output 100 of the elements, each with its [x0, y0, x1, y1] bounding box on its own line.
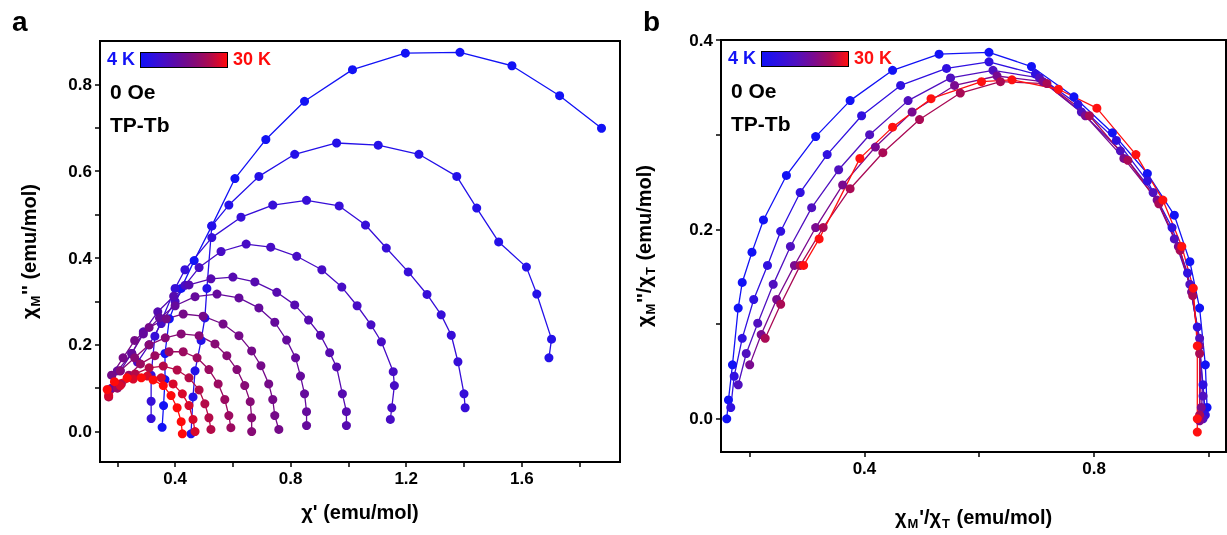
point [194, 331, 204, 341]
point [144, 322, 154, 332]
point [334, 201, 344, 211]
point [1167, 223, 1177, 233]
y-tick-label: 0.0 [68, 422, 92, 442]
point [857, 111, 867, 121]
point [176, 329, 186, 339]
point [146, 414, 156, 424]
point [727, 360, 737, 370]
point [184, 280, 194, 290]
point [1042, 79, 1052, 89]
point [749, 295, 759, 305]
point [272, 287, 282, 297]
point [218, 319, 228, 329]
point [188, 414, 198, 424]
point [184, 401, 194, 411]
point [878, 148, 888, 158]
point [118, 353, 128, 363]
point [733, 380, 743, 390]
point [799, 260, 809, 270]
point [226, 423, 236, 433]
point [317, 265, 327, 275]
point [194, 263, 204, 273]
point [1131, 150, 1141, 160]
point [1183, 268, 1193, 278]
point [942, 63, 952, 73]
point [446, 330, 456, 340]
point [811, 132, 821, 142]
point [1200, 360, 1210, 370]
point [194, 385, 204, 395]
point [1188, 283, 1198, 293]
point [888, 65, 898, 75]
point [177, 429, 187, 439]
point [737, 333, 747, 343]
point [216, 247, 226, 256]
point [158, 381, 168, 391]
point [264, 379, 274, 389]
point [166, 391, 176, 401]
point [776, 226, 786, 236]
point [544, 353, 554, 363]
point [597, 123, 607, 133]
point [507, 61, 517, 71]
point [814, 234, 824, 244]
point [422, 289, 432, 299]
y-tick-label: 0.2 [689, 219, 713, 239]
point [1177, 241, 1187, 251]
y-tick-label: 0.8 [68, 74, 92, 94]
point [845, 96, 855, 106]
point [984, 57, 994, 67]
legend-label: 30 K [233, 49, 272, 70]
point [247, 413, 257, 423]
point [855, 153, 865, 163]
point [202, 283, 212, 293]
point [722, 414, 732, 424]
point [1188, 291, 1198, 301]
point [130, 335, 140, 345]
point [381, 243, 391, 253]
point [1026, 62, 1036, 72]
point [189, 256, 199, 266]
point [224, 411, 234, 421]
point [946, 73, 956, 83]
point [254, 303, 264, 313]
point [158, 361, 168, 371]
point [1084, 111, 1094, 121]
point [822, 150, 832, 160]
point [838, 180, 848, 190]
y-tick-label: 0.4 [689, 30, 714, 50]
point [337, 282, 347, 292]
annotation: TP-Tb [731, 111, 791, 135]
point [302, 195, 312, 205]
point [300, 389, 310, 399]
point [1169, 234, 1179, 244]
y-axis-title: χM'' (emu/mol) [18, 184, 43, 319]
point [1148, 187, 1158, 197]
point [169, 291, 179, 301]
point [1115, 146, 1125, 156]
point [296, 371, 305, 381]
point [1192, 322, 1202, 332]
point [266, 242, 276, 252]
point [1111, 135, 1121, 145]
point [984, 47, 994, 57]
point [950, 80, 960, 90]
point [341, 407, 351, 417]
point [768, 279, 778, 289]
point [361, 220, 370, 230]
point [995, 77, 1005, 87]
point [270, 411, 280, 421]
point [934, 49, 944, 59]
point [747, 247, 757, 257]
point [268, 200, 278, 210]
point [146, 396, 156, 406]
point [291, 353, 301, 363]
point [388, 367, 398, 377]
point [1107, 128, 1117, 138]
point [1198, 380, 1208, 390]
point [532, 289, 542, 299]
point [190, 366, 200, 376]
point [300, 96, 310, 106]
point [865, 130, 875, 140]
point [206, 424, 216, 434]
